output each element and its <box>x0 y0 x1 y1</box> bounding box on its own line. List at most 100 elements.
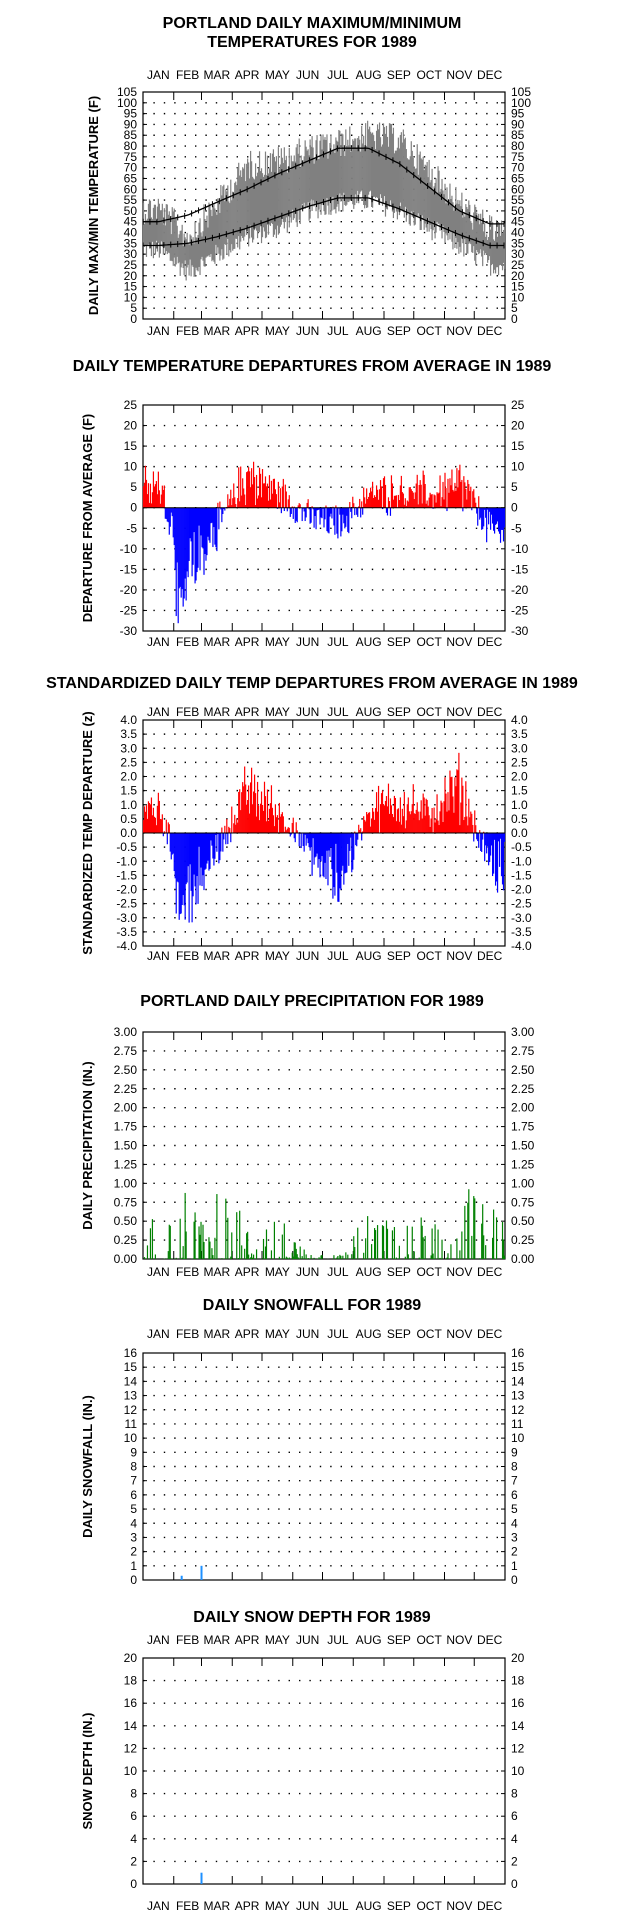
y-tick-label-left: -0.5 <box>116 840 137 854</box>
month-label-top: MAR <box>204 705 231 719</box>
chart-title: DAILY TEMPERATURE DEPARTURES FROM AVERAG… <box>73 358 552 375</box>
month-label-bottom: MAY <box>265 324 290 338</box>
y-tick-label-left: 4 <box>130 1832 137 1846</box>
month-label-bottom: APR <box>235 324 260 338</box>
y-tick-label-right: 8 <box>511 1460 518 1474</box>
data-marks <box>142 120 506 281</box>
month-label-top: JUN <box>296 1633 319 1647</box>
y-axis-label: DAILY PRECIPITATION (IN.) <box>80 1061 95 1230</box>
month-label-bottom: JAN <box>147 324 170 338</box>
month-label-top: OCT <box>416 1633 442 1647</box>
month-label-top: JAN <box>147 1327 170 1341</box>
month-label-bottom: NOV <box>446 949 472 963</box>
month-label-top: JUL <box>327 1327 349 1341</box>
month-label-top: SEP <box>387 1633 411 1647</box>
y-tick-label-right: 13 <box>511 1389 525 1403</box>
y-tick-label-left: 35 <box>124 236 138 250</box>
y-tick-label-left: 60 <box>124 182 138 196</box>
y-tick-label-right: -1.5 <box>511 868 532 882</box>
month-label-top: DEC <box>477 1327 503 1341</box>
y-tick-label-left: 0.0 <box>120 826 137 840</box>
y-tick-label-right: 8 <box>511 1787 518 1801</box>
chart-panel-4: PORTLAND DAILY PRECIPITATION FOR 1989 0.0… <box>80 993 535 1279</box>
y-tick-label-left: 14 <box>124 1374 138 1388</box>
y-tick-label-left: 6 <box>130 1488 137 1502</box>
y-tick-label-left: 10 <box>124 460 138 474</box>
y-tick-label-right: 35 <box>511 236 525 250</box>
chart-title: DAILY SNOWFALL FOR 1989 <box>203 1297 422 1314</box>
y-tick-label-right: 50 <box>511 204 525 218</box>
y-tick-label-right: 2.5 <box>511 755 528 769</box>
month-label-top: NOV <box>446 68 472 82</box>
y-tick-label-right: -30 <box>511 624 529 638</box>
y-tick-label-right: 100 <box>511 96 531 110</box>
y-tick-label-right: 4.0 <box>511 713 528 727</box>
month-label-bottom: OCT <box>416 1899 442 1913</box>
y-tick-label-left: 15 <box>124 439 138 453</box>
y-tick-label-left: 13 <box>124 1389 138 1403</box>
y-axis-label: DAILY SNOWFALL (IN.) <box>80 1395 95 1538</box>
y-tick-label-left: 1.5 <box>120 784 137 798</box>
month-label-bottom: JUN <box>296 1265 319 1279</box>
y-tick-label-right: 40 <box>511 226 525 240</box>
y-tick-label-left: 10 <box>124 1431 138 1445</box>
month-label-bottom: MAR <box>204 324 231 338</box>
month-label-bottom: JUL <box>327 1899 349 1913</box>
y-tick-label-right: 12 <box>511 1741 525 1755</box>
month-label-bottom: NOV <box>446 324 472 338</box>
month-label-top: MAY <box>265 68 290 82</box>
y-tick-label-left: 18 <box>124 1674 138 1688</box>
y-tick-label-left: -3.0 <box>116 911 137 925</box>
y-tick-label-right: -2.5 <box>511 897 532 911</box>
y-tick-label-left: -5 <box>126 521 137 535</box>
y-tick-label-left: 1.0 <box>120 798 137 812</box>
y-tick-label-right: 16 <box>511 1696 525 1710</box>
y-tick-label-right: 6 <box>511 1488 518 1502</box>
y-tick-label-right: 2.50 <box>511 1063 535 1077</box>
y-tick-label-right: 2.0 <box>511 770 528 784</box>
y-tick-label-right: 75 <box>511 150 525 164</box>
y-tick-label-left: 15 <box>124 280 138 294</box>
month-label-bottom: APR <box>235 1899 260 1913</box>
month-label-bottom: MAY <box>265 1265 290 1279</box>
y-tick-label-right: -15 <box>511 562 529 576</box>
y-tick-label-left: 55 <box>124 193 138 207</box>
month-label-top: AUG <box>356 705 382 719</box>
y-tick-label-right: 3.5 <box>511 727 528 741</box>
y-tick-label-left: 1.75 <box>114 1120 138 1134</box>
month-label-bottom: SEP <box>387 1265 411 1279</box>
y-tick-label-right: 0.0 <box>511 826 528 840</box>
y-tick-label-left: 85 <box>124 128 138 142</box>
month-label-bottom: OCT <box>416 949 442 963</box>
month-label-bottom: JUN <box>296 324 319 338</box>
y-tick-label-right: 2.25 <box>511 1082 535 1096</box>
y-tick-label-right: -0.5 <box>511 840 532 854</box>
month-label-bottom: JAN <box>147 949 170 963</box>
month-label-bottom: OCT <box>416 1265 442 1279</box>
y-tick-label-right: 12 <box>511 1403 525 1417</box>
month-label-bottom: DEC <box>477 1899 503 1913</box>
month-label-bottom: OCT <box>416 635 442 649</box>
y-tick-label-left: 5 <box>130 480 137 494</box>
month-label-top: APR <box>235 705 260 719</box>
y-tick-label-right: 2 <box>511 1545 518 1559</box>
y-tick-label-right: -1.0 <box>511 854 532 868</box>
data-marks <box>142 752 506 923</box>
month-label-bottom: JUN <box>296 635 319 649</box>
chart-title: TEMPERATURES FOR 1989 <box>207 34 417 51</box>
y-tick-label-left: 95 <box>124 107 138 121</box>
y-tick-label-right: 5 <box>511 1502 518 1516</box>
month-label-bottom: AUG <box>356 1899 382 1913</box>
y-tick-label-left: -25 <box>120 603 138 617</box>
y-tick-label-left: 10 <box>124 290 138 304</box>
month-label-top: OCT <box>416 68 442 82</box>
y-tick-label-left: 2.5 <box>120 755 137 769</box>
y-tick-label-left: -10 <box>120 542 138 556</box>
y-tick-label-left: 2.00 <box>114 1101 138 1115</box>
y-tick-label-left: 30 <box>124 247 138 261</box>
y-tick-label-left: 50 <box>124 204 138 218</box>
data-marks <box>180 1565 203 1580</box>
month-label-bottom: FEB <box>176 1899 199 1913</box>
month-label-top: MAY <box>265 1633 290 1647</box>
